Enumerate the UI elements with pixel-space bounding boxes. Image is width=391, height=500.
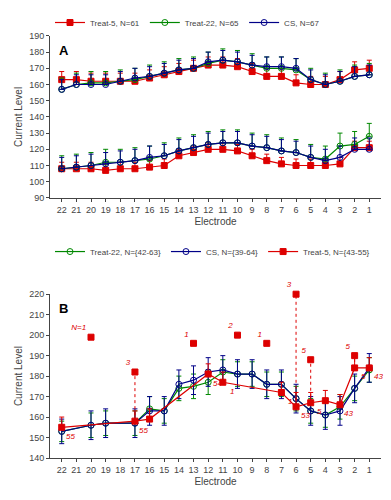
svg-text:14: 14 <box>174 465 184 475</box>
svg-text:5: 5 <box>361 372 366 381</box>
svg-text:17: 17 <box>130 465 140 475</box>
svg-text:180: 180 <box>29 47 44 57</box>
svg-text:Treat-5, N={43-55}: Treat-5, N={43-55} <box>303 248 370 257</box>
svg-text:43: 43 <box>374 372 383 381</box>
svg-text:17: 17 <box>130 205 140 215</box>
svg-text:12: 12 <box>203 205 213 215</box>
svg-text:43: 43 <box>344 409 353 418</box>
svg-text:5: 5 <box>301 346 306 355</box>
svg-text:6: 6 <box>294 205 299 215</box>
svg-text:9: 9 <box>250 465 255 475</box>
svg-text:200: 200 <box>29 330 44 340</box>
svg-text:2: 2 <box>352 465 357 475</box>
svg-text:14: 14 <box>174 205 184 215</box>
svg-text:8: 8 <box>264 465 269 475</box>
svg-text:1: 1 <box>184 330 188 339</box>
svg-text:19: 19 <box>101 465 111 475</box>
svg-text:16: 16 <box>145 205 155 215</box>
svg-text:2: 2 <box>352 205 357 215</box>
svg-text:6: 6 <box>294 465 299 475</box>
svg-text:90: 90 <box>34 193 44 203</box>
svg-text:3: 3 <box>287 280 292 289</box>
svg-text:21: 21 <box>71 205 81 215</box>
svg-text:15: 15 <box>159 205 169 215</box>
svg-text:18: 18 <box>115 205 125 215</box>
svg-text:7: 7 <box>279 465 284 475</box>
svg-text:120: 120 <box>29 144 44 154</box>
svg-text:220: 220 <box>29 289 44 299</box>
svg-text:55: 55 <box>139 426 148 435</box>
svg-text:100: 100 <box>29 177 44 187</box>
svg-text:22: 22 <box>57 465 67 475</box>
svg-text:110: 110 <box>30 161 44 171</box>
svg-text:1: 1 <box>367 205 372 215</box>
svg-text:5: 5 <box>345 342 350 351</box>
svg-text:2: 2 <box>227 321 233 330</box>
svg-text:54: 54 <box>213 379 222 388</box>
svg-text:160: 160 <box>29 412 44 422</box>
svg-text:210: 210 <box>29 310 44 320</box>
svg-text:4: 4 <box>323 205 328 215</box>
svg-text:11: 11 <box>218 205 227 215</box>
svg-text:55: 55 <box>66 432 75 441</box>
svg-text:140: 140 <box>29 453 44 463</box>
svg-text:1: 1 <box>367 465 372 475</box>
svg-text:190: 190 <box>29 31 44 41</box>
svg-text:4: 4 <box>323 465 328 475</box>
svg-text:140: 140 <box>29 112 44 122</box>
svg-text:170: 170 <box>29 63 44 73</box>
svg-text:10: 10 <box>232 465 242 475</box>
svg-text:CS, N=67: CS, N=67 <box>284 19 319 28</box>
svg-text:3: 3 <box>337 465 342 475</box>
svg-text:13: 13 <box>189 465 199 475</box>
svg-text:150: 150 <box>29 96 44 106</box>
svg-text:160: 160 <box>29 80 44 90</box>
svg-text:5: 5 <box>308 465 313 475</box>
svg-text:Current Level: Current Level <box>13 346 24 406</box>
svg-text:B: B <box>59 301 68 316</box>
svg-text:Treat-5, N=61: Treat-5, N=61 <box>90 19 140 28</box>
svg-text:150: 150 <box>29 433 44 443</box>
svg-text:22: 22 <box>57 205 67 215</box>
svg-text:130: 130 <box>29 128 44 138</box>
svg-text:9: 9 <box>250 205 255 215</box>
svg-text:19: 19 <box>101 205 111 215</box>
svg-text:8: 8 <box>264 205 269 215</box>
svg-text:7: 7 <box>279 205 284 215</box>
svg-text:190: 190 <box>29 351 44 361</box>
svg-text:5: 5 <box>308 205 313 215</box>
svg-text:Electrode: Electrode <box>194 476 237 487</box>
svg-text:12: 12 <box>203 465 213 475</box>
svg-text:Treat-22, N={42-63}: Treat-22, N={42-63} <box>90 248 161 257</box>
svg-text:A: A <box>59 43 69 58</box>
svg-text:1: 1 <box>230 387 234 396</box>
svg-text:13: 13 <box>189 205 199 215</box>
svg-text:11: 11 <box>218 465 227 475</box>
svg-text:53: 53 <box>301 411 310 420</box>
svg-text:Electrode: Electrode <box>194 216 237 227</box>
svg-text:15: 15 <box>159 465 169 475</box>
svg-text:1: 1 <box>258 330 262 339</box>
svg-text:3: 3 <box>126 358 131 367</box>
svg-text:3: 3 <box>337 205 342 215</box>
svg-text:CS, N={39-64}: CS, N={39-64} <box>206 248 258 257</box>
svg-text:180: 180 <box>29 371 44 381</box>
svg-text:5: 5 <box>317 407 322 416</box>
svg-text:1: 1 <box>288 397 292 406</box>
svg-text:21: 21 <box>71 465 81 475</box>
svg-text:18: 18 <box>115 465 125 475</box>
svg-text:20: 20 <box>86 465 96 475</box>
svg-text:Treat-22, N=65: Treat-22, N=65 <box>185 19 239 28</box>
svg-text:10: 10 <box>232 205 242 215</box>
svg-text:170: 170 <box>29 392 44 402</box>
svg-text:16: 16 <box>145 465 155 475</box>
svg-text:Current Level: Current Level <box>13 87 24 147</box>
svg-text:N=1: N=1 <box>71 323 86 332</box>
svg-text:20: 20 <box>86 205 96 215</box>
